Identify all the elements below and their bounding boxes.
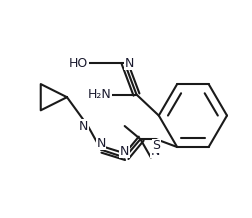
Text: N: N	[151, 145, 160, 158]
Text: S: S	[152, 139, 160, 152]
Text: N: N	[125, 57, 134, 70]
Text: HO: HO	[69, 57, 88, 70]
Text: H₂N: H₂N	[88, 88, 112, 101]
Text: N: N	[97, 137, 106, 150]
Text: N: N	[79, 119, 88, 133]
Text: N: N	[120, 145, 129, 158]
